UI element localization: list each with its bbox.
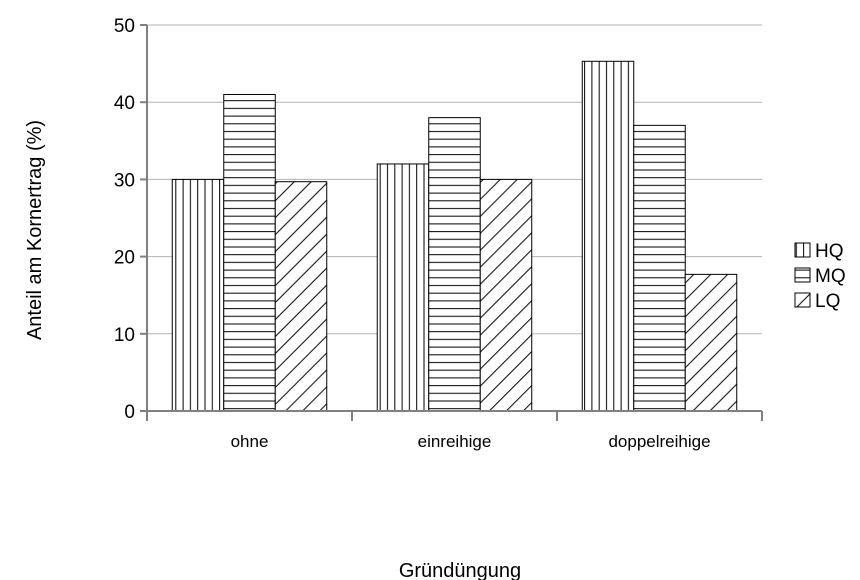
legend-label-lq: LQ: [815, 291, 840, 312]
bar-hq-doppelreihige: [581, 60, 635, 412]
legend-label-mq: MQ: [815, 266, 846, 287]
legend-label-hq: HQ: [815, 241, 844, 262]
x-tick-label: doppelreihige: [608, 432, 710, 451]
y-tick-label: 50: [114, 16, 135, 37]
x-tick-label: einreihige: [418, 432, 492, 451]
y-tick-label: 0: [124, 402, 135, 423]
bar-lq-einreihige: [479, 178, 533, 412]
bar-hq-einreihige: [376, 163, 430, 412]
axes: [140, 24, 763, 421]
bars: [171, 60, 738, 412]
y-tick-label: 20: [114, 248, 135, 269]
y-axis-label: Anteil am Kornertrag (%): [24, 120, 46, 340]
y-tick-labels: 0 10 20 30 40 50: [114, 16, 135, 423]
y-tick-label: 30: [114, 170, 135, 191]
x-tick-labels: ohne einreihige doppelreihige: [231, 432, 711, 451]
legend-swatch-lq: [794, 292, 811, 308]
bar-hq-ohne: [171, 178, 225, 412]
y-tick-label: 40: [114, 93, 135, 114]
bar-mq-ohne: [223, 93, 276, 412]
x-tick-label: ohne: [231, 432, 269, 451]
y-tick-label: 10: [114, 325, 135, 346]
bar-lq-ohne: [274, 181, 328, 412]
bar-lq-doppelreihige: [684, 273, 738, 412]
legend-swatch-mq: [794, 267, 811, 283]
x-axis-label: Gründüngung: [399, 560, 521, 580]
bar-mq-doppelreihige: [633, 124, 686, 412]
bar-mq-einreihige: [428, 117, 481, 412]
legend-swatch-hq: [794, 242, 811, 258]
legend: HQ MQ LQ: [794, 241, 846, 312]
